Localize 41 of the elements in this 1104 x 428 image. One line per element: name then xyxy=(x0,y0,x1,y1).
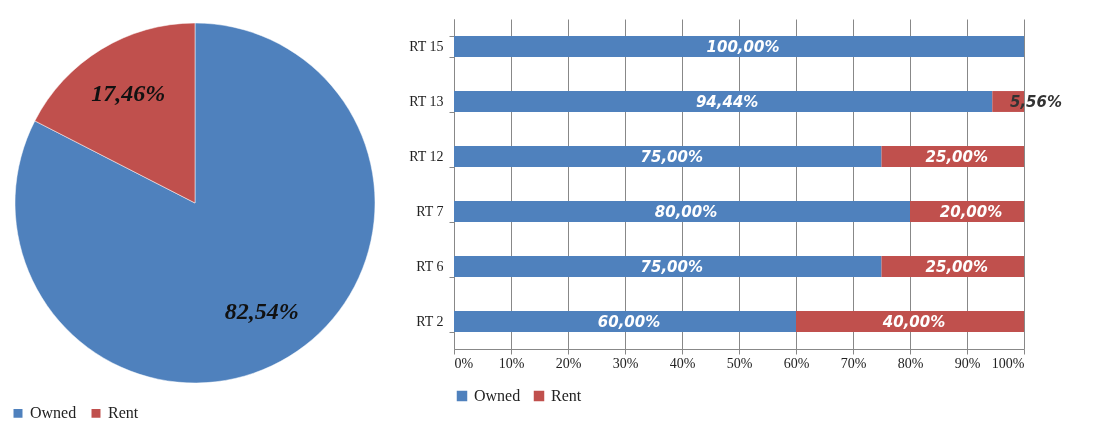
bar xyxy=(796,311,1024,332)
x-tick-label: 0% xyxy=(454,355,474,371)
x-tick-label: 50% xyxy=(726,355,753,371)
data-label: 75,00% xyxy=(640,147,703,166)
data-label: 60,00% xyxy=(597,312,661,331)
data-label: 25,00% xyxy=(925,257,988,276)
x-tick-label: 10% xyxy=(498,355,525,371)
x-tick-label: 40% xyxy=(669,355,696,371)
x-tick-label: 100% xyxy=(991,355,1025,371)
x-tick-label: 20% xyxy=(555,355,582,371)
bar xyxy=(454,256,882,277)
data-label: 80,00% xyxy=(654,202,718,221)
x-tick-label: 90% xyxy=(954,355,981,371)
data-label: 75,00% xyxy=(640,257,703,276)
data-label: 20,00% xyxy=(939,202,1003,221)
y-tick-label: RT 12 xyxy=(409,149,444,164)
bar xyxy=(454,91,993,112)
y-tick-label: RT 2 xyxy=(416,314,444,329)
data-label: 25,00% xyxy=(925,147,988,166)
data-label: 100,00% xyxy=(706,37,780,56)
x-tick-label: 30% xyxy=(612,355,639,371)
y-tick-label: RT 7 xyxy=(416,204,444,219)
y-tick-label: RT 15 xyxy=(409,39,444,54)
data-label: 17,46% xyxy=(91,79,166,106)
pie-slice xyxy=(14,22,376,384)
bar xyxy=(454,36,1024,57)
bar xyxy=(454,201,910,222)
x-tick-label: 70% xyxy=(840,355,867,371)
bar xyxy=(454,146,882,167)
data-label: 40,00% xyxy=(881,312,946,331)
x-tick-label: 80% xyxy=(897,355,924,371)
data-label: 94,44% xyxy=(695,92,759,111)
x-tick-label: 60% xyxy=(783,355,810,371)
legend-label: Rent xyxy=(551,387,582,404)
legend-label: Owned xyxy=(30,404,77,422)
legend-label: Rent xyxy=(108,404,139,422)
bar xyxy=(454,311,796,332)
data-label: 82,54% xyxy=(224,298,299,325)
y-tick-label: RT 6 xyxy=(416,259,444,274)
legend-label: Owned xyxy=(474,387,521,404)
y-tick-label: RT 13 xyxy=(409,94,444,109)
